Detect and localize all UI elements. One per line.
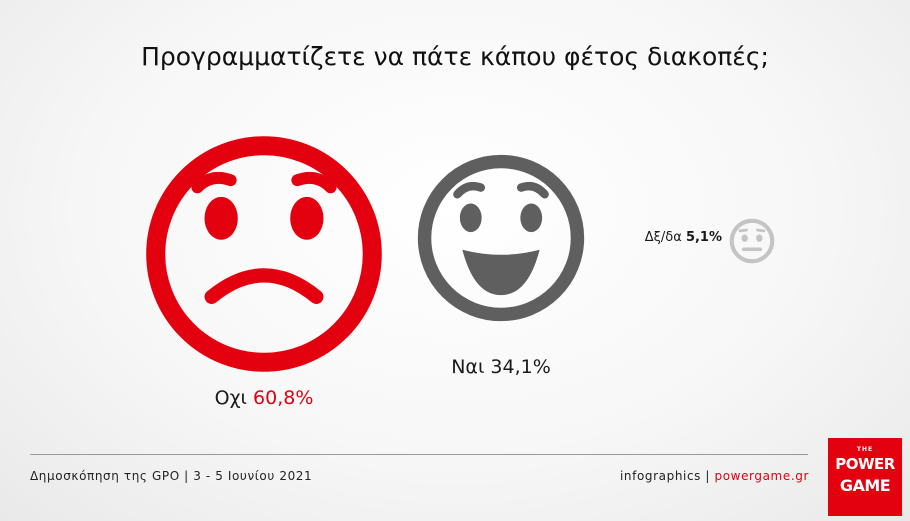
sad-face-icon [146, 136, 382, 372]
logo-power: POWER [835, 455, 895, 473]
footer-source: Δημοσκόπηση της GPO | 3 - 5 Ιουνίου 2021 [30, 469, 313, 483]
power-game-logo: THE POWER GAME [828, 438, 902, 516]
neutral-face-icon [729, 218, 775, 264]
label-yes: Ναι 34,1% [400, 356, 602, 378]
label-no-name: Οχι [214, 387, 247, 409]
footer-credit-text: infographics | [620, 469, 715, 483]
footer-divider [30, 454, 808, 455]
label-dk: Δξ/δα 5,1% [606, 230, 722, 245]
chart-title: Προγραμματίζετε να πάτε κάπου φέτος διακ… [141, 42, 769, 71]
label-dk-value: 5,1% [685, 230, 722, 245]
happy-face-icon [417, 154, 585, 322]
logo-game: GAME [839, 476, 891, 495]
label-no-value: 60,8% [253, 387, 314, 409]
label-no: Οχι 60,8% [150, 387, 378, 409]
footer-site-link[interactable]: powergame.gr [714, 469, 809, 483]
footer-credit: infographics | powergame.gr [620, 469, 809, 483]
logo-the: THE [856, 446, 874, 453]
label-yes-name: Ναι [451, 356, 485, 378]
label-dk-name: Δξ/δα [644, 230, 682, 245]
label-yes-value: 34,1% [490, 356, 551, 378]
